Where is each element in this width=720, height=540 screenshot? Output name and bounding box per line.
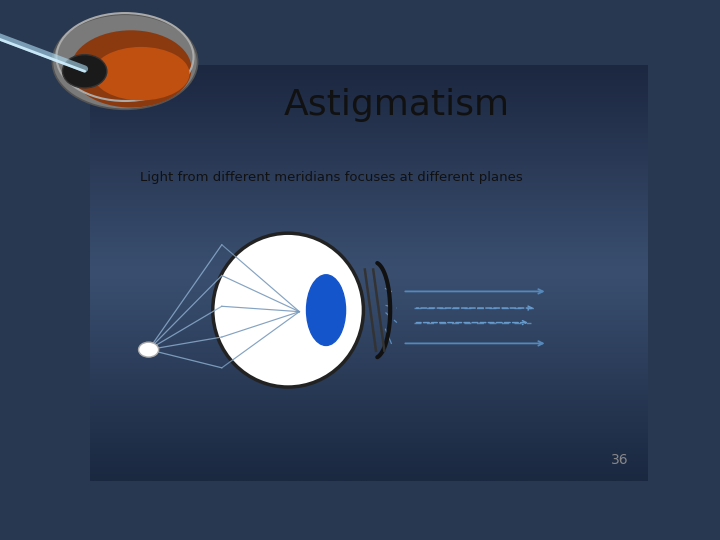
Text: Astigmatism: Astigmatism <box>284 87 510 122</box>
Ellipse shape <box>93 47 189 100</box>
Ellipse shape <box>213 233 364 387</box>
Ellipse shape <box>71 30 192 107</box>
Circle shape <box>138 342 158 357</box>
Ellipse shape <box>63 55 107 88</box>
Text: 36: 36 <box>611 453 629 467</box>
Text: Light from different meridians focuses at different planes: Light from different meridians focuses a… <box>140 171 523 184</box>
Ellipse shape <box>53 14 197 109</box>
Ellipse shape <box>307 275 346 346</box>
